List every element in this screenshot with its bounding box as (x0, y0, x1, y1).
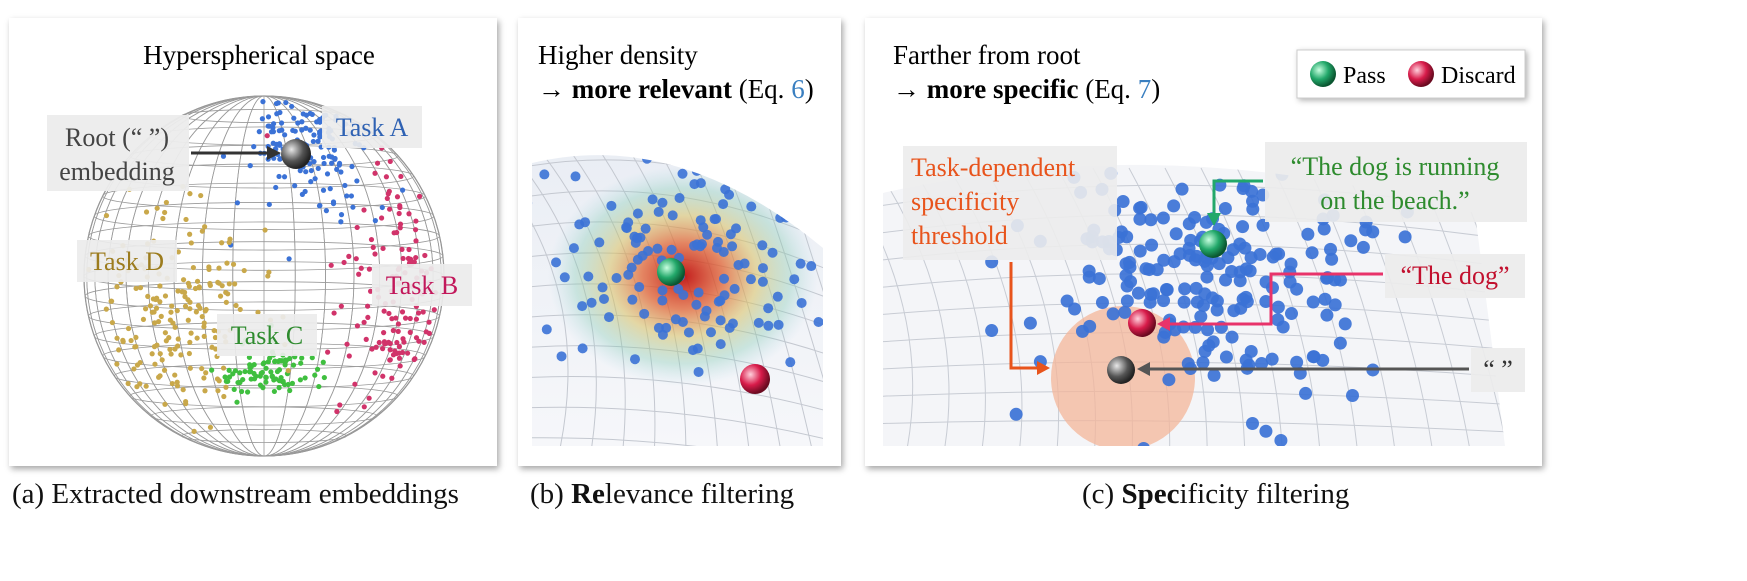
discard-text-box (1385, 254, 1525, 298)
caption-b-rest: levance filtering (604, 478, 795, 510)
panel-c-arrow: → (893, 74, 927, 104)
caption-b-prefix: (b) (530, 478, 572, 510)
sphere-surface-b (532, 155, 823, 446)
threshold-arrow-head (1037, 361, 1050, 375)
pass-arrow-head (1207, 213, 1221, 226)
panel-c-bold: more specific (927, 74, 1079, 104)
panel-b-bold: more relevant (572, 74, 732, 104)
legend-discard-label: Discard (1441, 63, 1516, 89)
pass-text-line1: “The dog is running (1291, 152, 1500, 181)
panel-b: Higher density → more relevant (Eq. 6) (518, 18, 841, 466)
root-text: “ ” (1483, 355, 1513, 384)
panel-a-svg: Hyperspherical space Root (“ ”) embeddin… (47, 40, 472, 457)
caption-c-prefix: (c) (1082, 478, 1122, 510)
panel-c-svg: Farther from root → more specific (Eq. 7… (883, 40, 1527, 447)
root-label-line1: Root (“ ”) (65, 123, 169, 152)
threshold-label-line1: Task-dependent (911, 153, 1076, 182)
pass-arrow (1212, 179, 1263, 216)
caption-c-rest: ificity filtering (1179, 478, 1350, 510)
panel-c-eq-prefix: (Eq. (1078, 74, 1137, 104)
task-c-label: Task C (231, 321, 304, 350)
discard-text: “The dog” (1400, 261, 1509, 290)
panel-b-line1: Higher density (538, 40, 698, 70)
panel-a-title: Hyperspherical space (143, 40, 375, 70)
threshold-label-line2: specificity (911, 187, 1019, 216)
caption-c-bold: Spec (1121, 478, 1180, 510)
task-a-label-box (322, 106, 422, 148)
task-clusters (86, 99, 439, 434)
discard-point-b (740, 364, 770, 394)
panel-c: Farther from root → more specific (Eq. 7… (865, 18, 1542, 466)
root-embedding-point (281, 139, 311, 169)
pass-text-box (1265, 142, 1527, 222)
root-label-box (47, 115, 189, 191)
threshold-label-line3: threshold (911, 221, 1008, 250)
panel-c-eq-suffix: ) (1151, 74, 1160, 104)
task-d-label: Task D (90, 247, 164, 276)
root-point-c (1107, 356, 1135, 384)
root-label-line2: embedding (59, 157, 175, 186)
panel-b-eq-suffix: ) (805, 74, 814, 104)
pass-point-b (657, 258, 685, 286)
discard-arrow (1167, 272, 1383, 326)
discard-arrow-head (1157, 317, 1170, 331)
threshold-arrow (1009, 262, 1040, 370)
pass-point-c (1199, 230, 1227, 258)
task-c-label-box (217, 314, 317, 356)
legend-pass-marker (1310, 61, 1336, 87)
caption-c: (c) Specificity filtering (1082, 478, 1349, 511)
caption-a-text: (a) Extracted downstream embeddings (12, 478, 459, 510)
legend-pass-label: Pass (1343, 63, 1386, 89)
panel-b-line2: → more relevant (Eq. 6) (538, 74, 814, 104)
task-d-label-box (77, 240, 177, 282)
pass-text-line2: on the beach.” (1320, 186, 1469, 215)
task-a-label: Task A (336, 113, 409, 142)
discard-point-c (1128, 309, 1156, 337)
panel-c-eq-link[interactable]: 7 (1138, 74, 1152, 104)
caption-b: (b) Relevance filtering (530, 478, 794, 511)
panel-b-eq-link[interactable]: 6 (791, 74, 805, 104)
panel-c-line2: → more specific (Eq. 7) (893, 74, 1160, 104)
caption-b-bold: Re (571, 478, 605, 510)
panel-b-svg: Higher density → more relevant (Eq. 6) (532, 40, 823, 446)
panel-c-line1: Farther from root (893, 40, 1081, 70)
task-b-label: Task B (386, 271, 459, 300)
panel-a: Hyperspherical space Root (“ ”) embeddin… (9, 18, 497, 466)
panel-b-eq-prefix: (Eq. (732, 74, 791, 104)
root-text-box (1471, 348, 1525, 392)
root-arrow-head-c (1137, 362, 1150, 376)
panel-b-arrow: → (538, 74, 572, 104)
legend-discard-marker (1408, 61, 1434, 87)
root-arrow-head (267, 146, 281, 160)
threshold-label-box (903, 146, 1117, 260)
caption-a: (a) Extracted downstream embeddings (12, 478, 459, 511)
task-b-label-box (372, 264, 472, 306)
